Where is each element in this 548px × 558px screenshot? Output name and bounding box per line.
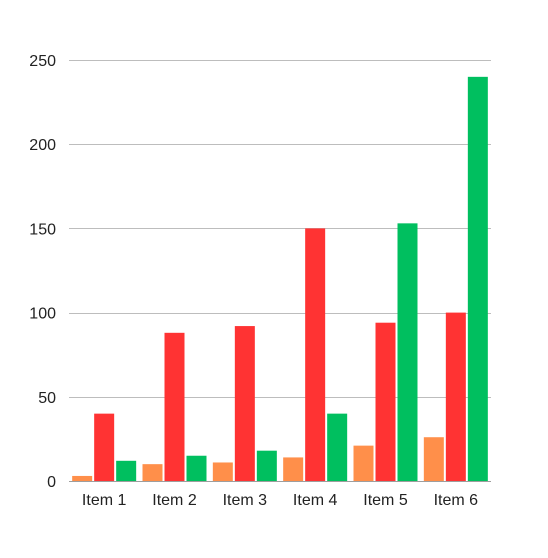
- y-tick-label: 100: [29, 306, 56, 323]
- bar-series-3-item-1: [116, 460, 137, 481]
- y-tick-label: 50: [38, 390, 56, 407]
- bar-series-1-item-4: [283, 457, 304, 481]
- bar-series-2-item-1: [94, 413, 115, 481]
- y-axis-ticks: 0 50 100 150 200 250: [29, 53, 56, 491]
- y-tick-label: 200: [29, 137, 56, 154]
- bar-series-1-item-5: [353, 445, 374, 481]
- x-tick-label: Item 2: [152, 492, 197, 509]
- bar-series-1-item-1: [72, 475, 93, 481]
- bar-series-2-item-2: [164, 332, 185, 481]
- bar-series-3-item-5: [397, 223, 418, 481]
- bar-series-1-item-6: [423, 437, 444, 481]
- bars: [72, 76, 488, 481]
- bar-series-1-item-2: [142, 464, 163, 481]
- bar-series-2-item-5: [375, 322, 396, 481]
- bar-series-2-item-3: [234, 326, 255, 481]
- bar-series-1-item-3: [212, 462, 233, 481]
- bar-series-3-item-6: [467, 76, 488, 481]
- bar-series-3-item-4: [327, 413, 348, 481]
- x-tick-label: Item 1: [82, 492, 127, 509]
- x-axis-ticks: Item 1 Item 2 Item 3 Item 4 Item 5 Item 6: [82, 492, 478, 509]
- x-tick-label: Item 6: [434, 492, 479, 509]
- gridlines: [69, 60, 491, 482]
- bar-series-2-item-6: [445, 312, 466, 481]
- y-tick-label: 0: [47, 474, 56, 491]
- x-tick-label: Item 5: [363, 492, 408, 509]
- bar-series-3-item-3: [256, 450, 277, 481]
- x-tick-label: Item 4: [293, 492, 338, 509]
- bar-series-3-item-2: [186, 455, 207, 481]
- y-tick-label: 250: [29, 53, 56, 70]
- bar-series-2-item-4: [305, 228, 326, 481]
- y-tick-label: 150: [29, 221, 56, 238]
- x-tick-label: Item 3: [223, 492, 268, 509]
